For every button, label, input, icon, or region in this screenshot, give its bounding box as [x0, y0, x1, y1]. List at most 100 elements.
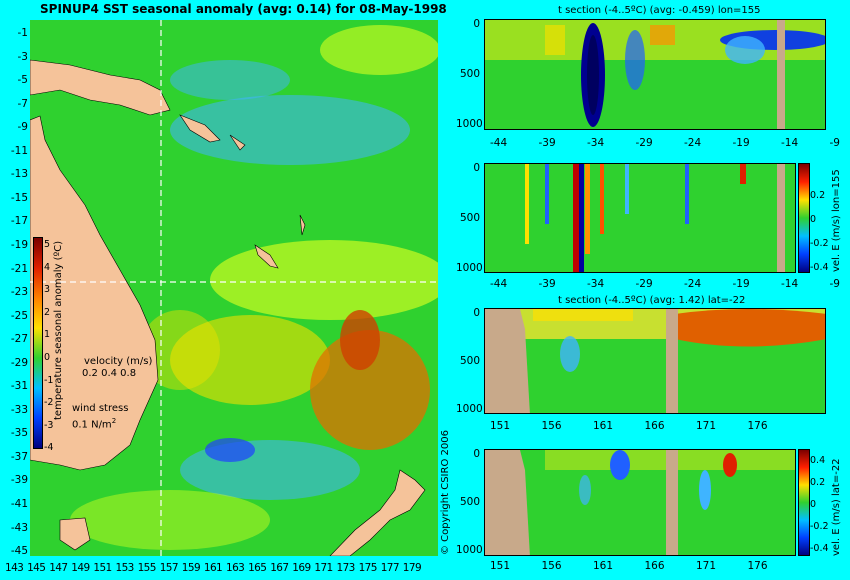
vel-section-lon-canvas	[525, 164, 785, 272]
depth-tick-label: 0	[473, 448, 480, 460]
vel-lat-colorbar	[798, 449, 810, 556]
sst-map	[30, 20, 438, 556]
vel-lon-colorbar-tick: 0	[810, 214, 817, 225]
x-tick-label: 166	[644, 560, 665, 572]
t-section-lat-panel	[484, 308, 826, 414]
x-tick-label: 176	[747, 420, 768, 432]
vel-lat-colorbar-label: vel. E (m/s) lat=-22	[831, 458, 842, 556]
lon-tick-label: 151	[93, 562, 112, 574]
lon-tick-label: 143	[5, 562, 24, 574]
x-tick-label: -29	[635, 137, 653, 149]
x-tick-label: 156	[541, 560, 562, 572]
x-tick-label: -24	[684, 137, 702, 149]
sst-map-canvas	[30, 20, 438, 556]
depth-tick-label: 1000	[456, 118, 483, 130]
depth-tick-label: 1000	[456, 403, 483, 415]
x-tick-label: 176	[747, 560, 768, 572]
x-tick-label: -34	[587, 278, 605, 290]
lon-tick-label: 171	[314, 562, 333, 574]
lon-tick-label: 169	[292, 562, 311, 574]
map-colorbar-tick: 2	[44, 306, 51, 318]
t-section-lon-panel	[484, 19, 826, 130]
x-tick-label: -44	[490, 278, 508, 290]
lon-tick-label: 153	[115, 562, 135, 574]
vel-lat-colorbar-tick: 0	[810, 499, 817, 510]
depth-tick-label: 500	[459, 68, 480, 80]
lat-tick-label: -33	[10, 403, 28, 416]
velocity-label: velocity (m/s)	[84, 356, 153, 367]
lat-tick-label: -9	[17, 121, 28, 134]
x-tick-label: -39	[538, 137, 556, 149]
x-tick-label: -29	[635, 278, 653, 290]
map-colorbar-tick: -1	[44, 374, 54, 386]
depth-tick-label: 1000	[456, 544, 483, 556]
lon-tick-label: 175	[358, 562, 378, 574]
x-tick-label: -39	[538, 278, 556, 290]
x-tick-label: 171	[696, 420, 717, 432]
lat-tick-label: -41	[10, 498, 28, 510]
land-islands	[179, 114, 306, 236]
land-new-zealand	[329, 469, 426, 556]
wind-stress-scale: 0.1 N/m2	[72, 417, 116, 430]
t-section-lat-title: t section (-4..5ºC) (avg: 1.42) lat=-22	[558, 295, 746, 306]
lat-tick-label: -15	[10, 191, 28, 204]
map-colorbar-tick: -3	[44, 419, 54, 431]
lat-tick-label: -21	[10, 262, 28, 275]
x-tick-label: 161	[593, 420, 614, 432]
lat-tick-label: -35	[10, 427, 28, 440]
depth-tick-label: 0	[473, 307, 480, 319]
lon-tick-label: 165	[248, 562, 267, 574]
lat-tick-label: -1	[17, 27, 28, 39]
map-colorbar-tick: -2	[44, 397, 54, 409]
lon-tick-label: 179	[402, 562, 422, 574]
lat-tick-label: -3	[17, 50, 28, 63]
map-colorbar-tick: -4	[44, 442, 54, 454]
lon-tick-label: 149	[71, 562, 90, 574]
t-section-lat-canvas	[485, 309, 825, 413]
vel-section-lat-canvas	[485, 450, 795, 555]
x-tick-label: -44	[490, 137, 508, 149]
map-colorbar	[33, 237, 43, 449]
depth-tick-label: 500	[459, 212, 480, 224]
vel-lon-colorbar	[798, 163, 810, 273]
lat-tick-label: -31	[10, 380, 28, 393]
lat-tick-label: -43	[10, 521, 28, 534]
x-tick-label: -24	[684, 278, 702, 290]
vel-lat-colorbar-tick: 0.2	[810, 477, 826, 488]
x-tick-label: -9	[829, 137, 840, 149]
lon-tick-label: 145	[27, 562, 46, 574]
lat-tick-label: -11	[10, 144, 28, 157]
lon-tick-label: 163	[226, 562, 245, 574]
map-colorbar-tick: 4	[44, 261, 51, 273]
lat-tick-label: -37	[10, 450, 28, 463]
land-australia	[30, 115, 159, 471]
lat-tick-label: -13	[10, 168, 28, 181]
lat-tick-label: -7	[17, 97, 28, 110]
land-new-caledonia	[254, 244, 279, 269]
land-new-guinea	[30, 59, 171, 116]
x-tick-label: 171	[696, 560, 717, 572]
x-tick-label: 166	[644, 420, 665, 432]
x-tick-label: -34	[587, 137, 605, 149]
lat-tick-label: -27	[10, 333, 28, 346]
vel-lon-colorbar-label: vel. E (m/s) lon=155	[831, 169, 842, 272]
lat-tick-label: -5	[17, 74, 28, 87]
velocity-scale: 0.2 0.4 0.8	[82, 368, 137, 379]
x-tick-label: -19	[732, 278, 750, 290]
vel-lon-colorbar-tick: 0.2	[810, 190, 826, 201]
lat-tick-label: -39	[10, 474, 28, 487]
vel-lon-colorbar-tick: -0.2	[810, 238, 829, 249]
x-tick-label: -9	[829, 278, 840, 290]
lon-tick-label: 167	[270, 562, 289, 574]
depth-tick-label: 0	[473, 18, 480, 30]
lon-tick-label: 157	[159, 562, 179, 574]
vel-lat-colorbar-tick: -0.2	[810, 521, 829, 532]
lat-tick-label: -25	[10, 309, 28, 322]
x-tick-label: -14	[781, 278, 799, 290]
land-tasmania	[59, 517, 91, 551]
wind-stress-unit: 0.1 N/m	[72, 419, 112, 431]
x-tick-label: 156	[541, 420, 562, 432]
map-colorbar-label: temperature seasonal anomaly (ºC)	[53, 240, 64, 420]
x-tick-label: 151	[490, 560, 511, 572]
map-colorbar-tick: 3	[44, 284, 51, 296]
